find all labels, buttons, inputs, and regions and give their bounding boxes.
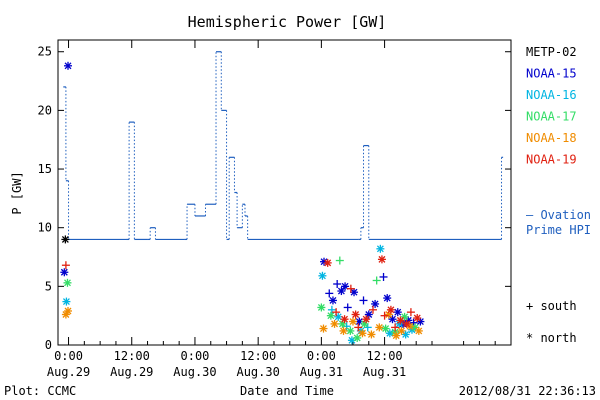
y-tick-label: 15 xyxy=(38,162,52,176)
north-asterisk-marker xyxy=(340,315,349,324)
legend-item-noaa-15: NOAA-15 xyxy=(526,67,577,81)
north-asterisk-marker xyxy=(346,326,355,335)
north-asterisk-marker xyxy=(397,326,406,335)
y-tick-label: 25 xyxy=(38,45,52,59)
south-plus-marker xyxy=(354,323,363,332)
x-tick-time-label: 0:00 xyxy=(181,349,210,363)
data-points xyxy=(60,61,425,345)
north-asterisk-marker xyxy=(362,315,371,324)
legend: METP-02 NOAA-15 NOAA-16 NOAA-17 NOAA-18 NOAA-… xyxy=(526,45,591,345)
legend-item-noaa-18: NOAA-18 xyxy=(526,131,577,145)
north-asterisk-marker xyxy=(328,296,337,305)
y-tick-label: 0 xyxy=(45,338,52,352)
legend-item-metp-02: METP-02 xyxy=(526,45,577,59)
x-tick-time-label: 12:00 xyxy=(367,349,403,363)
north-asterisk-marker xyxy=(63,278,72,287)
footer-plot-credit: Plot: CCMC xyxy=(4,384,76,398)
y-tick-label: 10 xyxy=(38,221,52,235)
north-asterisk-marker xyxy=(358,329,367,338)
north-asterisk-marker xyxy=(413,314,422,323)
y-axis: 0 5 10 15 20 25 xyxy=(38,45,511,352)
x-axis-label: Date and Time xyxy=(240,384,334,398)
north-asterisk-marker xyxy=(317,303,326,312)
north-asterisk-marker xyxy=(326,311,335,320)
north-asterisk-marker xyxy=(396,316,405,325)
north-asterisk-marker xyxy=(371,299,380,308)
north-asterisk-marker xyxy=(318,271,327,280)
x-tick-time-label: 12:00 xyxy=(240,349,276,363)
north-asterisk-marker xyxy=(348,317,357,326)
north-asterisk-marker xyxy=(388,315,397,324)
south-plus-marker xyxy=(332,308,341,317)
x-tick-time-label: 12:00 xyxy=(114,349,150,363)
y-axis-label: P [GW] xyxy=(10,171,24,214)
legend-south: + south xyxy=(526,299,577,313)
south-plus-marker xyxy=(346,284,355,293)
x-tick-time-label: 0:00 xyxy=(54,349,83,363)
north-asterisk-marker xyxy=(64,61,73,70)
north-asterisk-marker xyxy=(337,287,346,296)
north-asterisk-marker xyxy=(339,326,348,335)
south-plus-marker xyxy=(372,276,381,285)
north-asterisk-marker xyxy=(319,324,328,333)
north-asterisk-marker xyxy=(386,305,395,314)
north-asterisk-marker xyxy=(334,312,343,321)
north-asterisk-marker xyxy=(383,294,392,303)
north-asterisk-marker xyxy=(414,326,423,335)
north-asterisk-marker xyxy=(330,319,339,328)
x-tick-time-label: 0:00 xyxy=(307,349,336,363)
ovation-hpi-line xyxy=(63,51,504,241)
legend-ovation-line1: – Ovation xyxy=(526,208,591,222)
plot-frame xyxy=(57,39,512,346)
north-asterisk-marker xyxy=(62,297,71,306)
north-asterisk-marker xyxy=(64,306,73,315)
south-plus-marker xyxy=(327,305,336,314)
legend-north: * north xyxy=(526,331,577,345)
north-asterisk-marker xyxy=(402,319,411,328)
x-tick-date-label: Aug.31 xyxy=(300,365,343,379)
north-asterisk-marker xyxy=(393,308,402,317)
x-tick-date-label: Aug.29 xyxy=(110,365,153,379)
legend-item-noaa-16: NOAA-16 xyxy=(526,88,577,102)
x-tick-date-label: Aug.30 xyxy=(173,365,216,379)
footer-timestamp: 2012/08/31 22:36:13 xyxy=(459,384,596,398)
south-plus-marker xyxy=(343,303,352,312)
north-asterisk-marker xyxy=(323,258,332,267)
north-asterisk-marker xyxy=(61,235,70,244)
south-plus-marker xyxy=(359,296,368,305)
south-plus-marker xyxy=(368,305,377,314)
legend-item-noaa-17: NOAA-17 xyxy=(526,110,577,124)
x-tick-date-label: Aug.30 xyxy=(236,365,279,379)
north-asterisk-marker xyxy=(375,323,384,332)
north-asterisk-marker xyxy=(377,255,386,264)
north-asterisk-marker xyxy=(351,310,360,319)
legend-ovation-line2: Prime HPI xyxy=(526,223,591,237)
north-asterisk-marker xyxy=(367,330,376,339)
x-tick-date-label: Aug.31 xyxy=(363,365,406,379)
south-plus-marker xyxy=(379,272,388,281)
y-tick-label: 20 xyxy=(38,103,52,117)
north-asterisk-marker xyxy=(376,244,385,253)
x-axis: 0:00 Aug.29 12:00 Aug.29 0:00 Aug.30 12:00 Aug.… xyxy=(47,40,496,379)
north-asterisk-marker xyxy=(381,324,390,333)
south-plus-marker xyxy=(406,308,415,317)
south-plus-marker xyxy=(335,256,344,265)
legend-item-noaa-19: NOAA-19 xyxy=(526,153,577,167)
y-tick-label: 5 xyxy=(45,279,52,293)
north-asterisk-marker xyxy=(60,268,69,277)
south-plus-marker xyxy=(61,261,70,270)
south-plus-marker xyxy=(325,289,334,298)
chart-title: Hemispheric Power [GW] xyxy=(188,13,387,31)
south-plus-marker xyxy=(380,311,389,320)
south-plus-marker xyxy=(391,323,400,332)
south-plus-marker xyxy=(333,280,342,288)
x-tick-date-label: Aug.29 xyxy=(47,365,90,379)
